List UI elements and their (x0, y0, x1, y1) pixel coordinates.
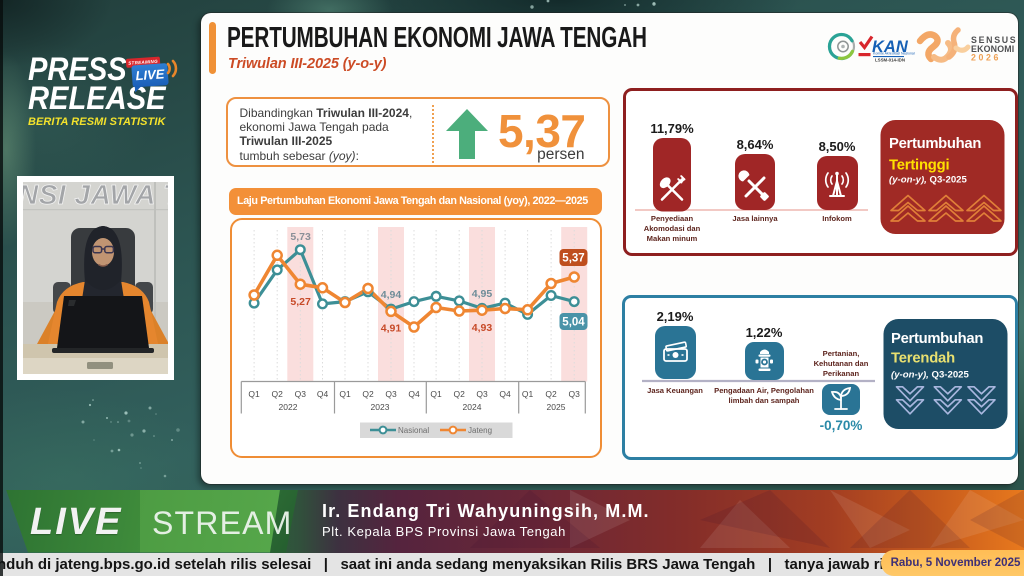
svg-text:Kehutanan dan: Kehutanan dan (814, 359, 869, 368)
svg-text:Q1: Q1 (522, 389, 534, 399)
svg-text:Q3: Q3 (569, 389, 581, 399)
svg-text:Jasa lainnya: Jasa lainnya (732, 214, 778, 223)
svg-text:(y-on-y), Q3-2025: (y-on-y), Q3-2025 (891, 370, 970, 381)
svg-text:Q2: Q2 (362, 389, 374, 399)
svg-text:Akomodasi dan: Akomodasi dan (644, 224, 701, 233)
svg-text:KAN: KAN (872, 38, 909, 56)
svg-text:NSI JAWA T: NSI JAWA T (23, 182, 168, 210)
svg-text:Q4: Q4 (408, 389, 420, 399)
svg-text:4,91: 4,91 (381, 323, 402, 335)
svg-text:Q3: Q3 (476, 389, 488, 399)
svg-text:Tertinggi: Tertinggi (889, 158, 949, 174)
svg-text:2023: 2023 (371, 402, 390, 412)
svg-text:Nasional: Nasional (398, 426, 429, 435)
svg-text:2026: 2026 (971, 53, 1001, 63)
svg-text:Q3: Q3 (385, 389, 397, 399)
svg-text:4,93: 4,93 (472, 322, 493, 334)
svg-text:Pengadaan Air, Pengolahan: Pengadaan Air, Pengolahan (714, 386, 814, 395)
svg-text:Jateng: Jateng (468, 426, 492, 435)
svg-text:5,04: 5,04 (562, 317, 585, 329)
svg-text:Terendah: Terendah (891, 351, 955, 367)
svg-text:Q3: Q3 (295, 389, 307, 399)
svg-text:11,79%: 11,79% (650, 121, 694, 136)
svg-text:Pertanian,: Pertanian, (823, 349, 860, 358)
svg-text:-0,70%: -0,70% (820, 418, 863, 433)
svg-text:Penyediaan: Penyediaan (651, 214, 694, 223)
svg-text:limbah dan sampah: limbah dan sampah (729, 396, 800, 405)
svg-text:1,22%: 1,22% (746, 325, 783, 340)
svg-text:SENSUS: SENSUS (971, 35, 1017, 45)
svg-text:Q1: Q1 (339, 389, 351, 399)
svg-text:Q2: Q2 (545, 389, 557, 399)
svg-text:Q1: Q1 (430, 389, 442, 399)
svg-text:EKONOMI: EKONOMI (971, 44, 1014, 54)
svg-text:Komite Akreditasi Nasional: Komite Akreditasi Nasional (873, 52, 915, 56)
svg-text:2022: 2022 (279, 402, 298, 412)
svg-text:Q4: Q4 (317, 389, 329, 399)
svg-text:Q1: Q1 (248, 389, 260, 399)
svg-text:8,50%: 8,50% (819, 139, 856, 154)
svg-text:4,95: 4,95 (472, 288, 493, 300)
svg-text:5,73: 5,73 (290, 231, 311, 243)
svg-text:Perikanan: Perikanan (823, 369, 860, 378)
svg-text:Makan minum: Makan minum (647, 234, 698, 243)
svg-text:(y-on-y), Q3-2025: (y-on-y), Q3-2025 (889, 175, 968, 186)
svg-text:Pertumbuhan: Pertumbuhan (891, 331, 983, 347)
svg-text:Infokom: Infokom (822, 214, 852, 223)
svg-text:Q4: Q4 (499, 389, 511, 399)
svg-text:4,94: 4,94 (381, 289, 402, 301)
svg-text:2025: 2025 (547, 402, 566, 412)
svg-text:2024: 2024 (463, 402, 482, 412)
svg-text:LSSM-014-IDN: LSSM-014-IDN (875, 58, 905, 63)
svg-text:5,27: 5,27 (290, 296, 311, 308)
svg-text:Pertumbuhan: Pertumbuhan (889, 136, 981, 152)
svg-text:Q2: Q2 (272, 389, 284, 399)
svg-text:2,19%: 2,19% (657, 309, 694, 324)
svg-text:Jasa Keuangan: Jasa Keuangan (647, 386, 703, 395)
svg-text:5,37: 5,37 (562, 253, 584, 265)
svg-text:8,64%: 8,64% (737, 137, 774, 152)
svg-text:Q2: Q2 (454, 389, 466, 399)
